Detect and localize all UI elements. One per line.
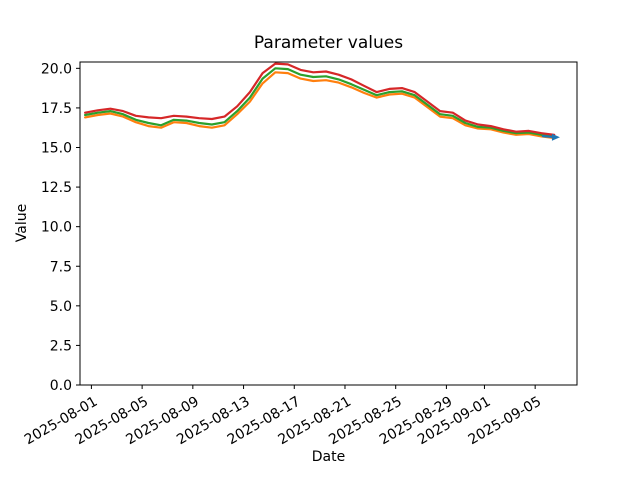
x-axis-label: Date <box>311 449 346 465</box>
chart-title: Parameter values <box>253 33 404 53</box>
y-tick-label: 15.0 <box>41 141 72 157</box>
y-tick-label: 10.0 <box>41 220 72 236</box>
y-tick-label: 5.0 <box>50 299 72 315</box>
series-end-marker <box>551 133 560 141</box>
y-tick-label: 12.5 <box>41 180 72 196</box>
y-tick-label: 2.5 <box>50 338 72 354</box>
series-red <box>83 62 556 136</box>
y-tick-label: 20.0 <box>41 61 72 77</box>
series-orange <box>83 71 556 140</box>
y-tick-label: 17.5 <box>41 101 72 117</box>
y-tick-label: 7.5 <box>50 259 72 275</box>
y-tick-label: 0.0 <box>50 378 72 394</box>
plot-frame <box>79 61 578 386</box>
series-green <box>83 67 556 138</box>
